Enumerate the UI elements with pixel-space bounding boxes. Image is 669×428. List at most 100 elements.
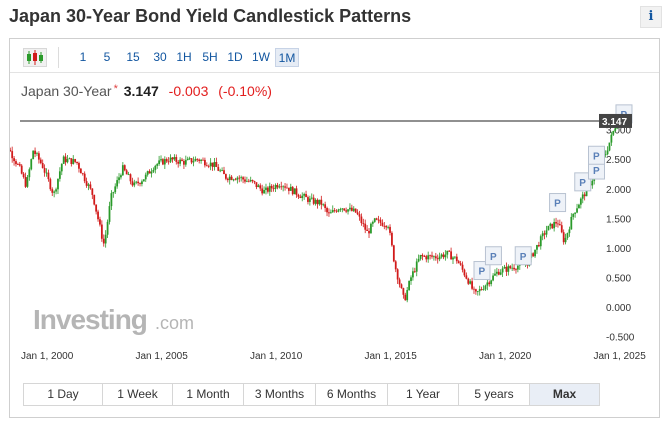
candle-body [324, 204, 327, 209]
candle-body [171, 157, 174, 160]
candle-body [570, 216, 573, 230]
range-1-day-button[interactable]: 1 Day [24, 384, 103, 405]
candlestick-icon[interactable] [23, 48, 47, 67]
candle-body [253, 181, 256, 183]
candle-body [131, 181, 134, 186]
candle-body [564, 237, 567, 243]
candle-body [205, 165, 208, 167]
candle-body [442, 254, 445, 258]
pattern-marker[interactable]: P [484, 246, 502, 266]
candle-body [297, 194, 300, 197]
candle-body [266, 187, 269, 192]
candle-body [368, 230, 370, 234]
candle-body [251, 180, 254, 182]
timeframe-1min-button[interactable]: 1 [79, 50, 87, 64]
y-tick-label: 1.500 [606, 214, 631, 225]
candle-body [47, 172, 50, 180]
candle-body [240, 177, 243, 179]
candle-body [280, 186, 283, 188]
candle-body [106, 221, 109, 235]
candle-body [314, 199, 317, 204]
svg-text:P: P [520, 252, 527, 263]
candle-body [209, 162, 212, 167]
candle-body [301, 195, 304, 198]
candle-body [574, 212, 577, 214]
candle-body [295, 188, 298, 195]
candle-body [24, 176, 27, 187]
range-5-years-button[interactable]: 5 years [459, 384, 530, 405]
candle-body [270, 185, 273, 189]
y-tick-label: 1.000 [606, 244, 631, 255]
pattern-marker[interactable]: P [473, 261, 491, 281]
candle-body [385, 226, 388, 228]
candle-body [604, 154, 607, 156]
range-1-week-button[interactable]: 1 Week [103, 384, 173, 405]
candle-body [360, 216, 363, 224]
candle-body [354, 208, 357, 213]
candle-body [284, 186, 286, 188]
candle-body [478, 289, 481, 292]
timeframe-15min-button[interactable]: 15 [126, 50, 140, 64]
candle-body [328, 212, 330, 214]
candle-body [228, 176, 231, 181]
candle-body [259, 185, 262, 189]
candle-body [234, 179, 237, 181]
pattern-marker[interactable]: P [574, 172, 592, 192]
range-max-button[interactable]: Max [530, 384, 599, 405]
candle-body [150, 171, 153, 174]
price-change-percent: (-0.10%) [218, 83, 272, 99]
y-tick-label: 2.000 [606, 185, 631, 196]
timeframe-1h-button[interactable]: 1H [176, 50, 192, 64]
timeframe-1w-button[interactable]: 1W [252, 50, 270, 64]
pattern-marker[interactable]: P [588, 145, 605, 165]
candle-body [163, 159, 166, 165]
candle-body [371, 221, 374, 224]
candle-body [85, 181, 88, 186]
candle-body [562, 232, 565, 243]
candle-body [501, 268, 504, 273]
x-tick-label: Jan 1, 2010 [250, 351, 303, 362]
timeframe-30min-button[interactable]: 30 [153, 50, 167, 64]
candle-body [30, 159, 33, 170]
candle-body [492, 275, 494, 281]
candle-body [278, 186, 281, 188]
candle-body [156, 164, 159, 166]
candle-body [511, 267, 514, 269]
candle-body [610, 134, 613, 143]
timeframe-5min-button[interactable]: 5 [103, 50, 111, 64]
range-3-months-button[interactable]: 3 Months [244, 384, 316, 405]
candle-body [343, 208, 346, 211]
range-6-months-button[interactable]: 6 Months [316, 384, 388, 405]
candle-body [257, 185, 260, 188]
info-icon[interactable]: i [640, 6, 662, 28]
candle-body [39, 159, 42, 164]
candle-body [286, 187, 288, 189]
candlestick-chart[interactable]: 3.000 2.500 2.000 1.500 1.000 0.500 0.000 -0.50… [10, 39, 659, 379]
candle-body [70, 158, 73, 164]
candle-body [242, 177, 244, 180]
pattern-marker[interactable]: P [514, 246, 532, 266]
candle-body [238, 177, 241, 179]
candle-body [66, 159, 69, 163]
candle-body [568, 229, 571, 234]
candle-body [341, 208, 344, 210]
candle-body [120, 175, 122, 178]
timeframe-1m-button[interactable]: 1M [275, 48, 299, 67]
timeframe-1d-button[interactable]: 1D [227, 50, 243, 64]
candle-body [494, 273, 496, 276]
candle-body [446, 250, 449, 255]
candle-body [612, 130, 615, 135]
timeframe-5h-button[interactable]: 5H [202, 50, 218, 64]
candle-body [22, 173, 25, 177]
candle-body [169, 157, 172, 162]
candle-body [440, 254, 443, 257]
candle-body [507, 266, 510, 272]
candle-body [177, 161, 180, 164]
range-1-month-button[interactable]: 1 Month [173, 384, 244, 405]
x-tick-label: Jan 1, 2005 [136, 351, 189, 362]
candle-body [141, 181, 143, 185]
range-1-year-button[interactable]: 1 Year [388, 384, 459, 405]
x-tick-label: Jan 1, 2020 [479, 351, 532, 362]
svg-text:P: P [593, 151, 600, 162]
pattern-marker[interactable]: P [549, 193, 567, 213]
